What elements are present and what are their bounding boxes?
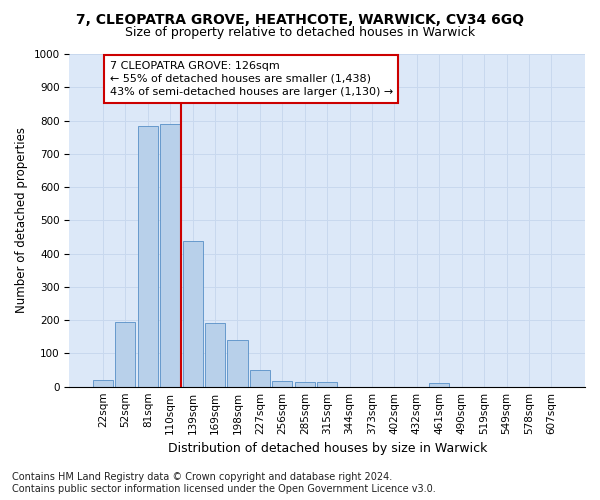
Bar xyxy=(227,340,248,386)
Bar xyxy=(429,384,449,386)
Bar xyxy=(272,382,292,386)
Bar xyxy=(250,370,270,386)
Bar xyxy=(115,322,136,386)
Bar xyxy=(93,380,113,386)
Bar xyxy=(295,382,315,386)
Text: 7, CLEOPATRA GROVE, HEATHCOTE, WARWICK, CV34 6GQ: 7, CLEOPATRA GROVE, HEATHCOTE, WARWICK, … xyxy=(76,12,524,26)
Text: 7 CLEOPATRA GROVE: 126sqm
← 55% of detached houses are smaller (1,438)
43% of se: 7 CLEOPATRA GROVE: 126sqm ← 55% of detac… xyxy=(110,60,393,97)
Text: Size of property relative to detached houses in Warwick: Size of property relative to detached ho… xyxy=(125,26,475,39)
X-axis label: Distribution of detached houses by size in Warwick: Distribution of detached houses by size … xyxy=(167,442,487,455)
Y-axis label: Number of detached properties: Number of detached properties xyxy=(15,128,28,314)
Text: Contains HM Land Registry data © Crown copyright and database right 2024.
Contai: Contains HM Land Registry data © Crown c… xyxy=(12,472,436,494)
Bar xyxy=(205,323,225,386)
Bar xyxy=(137,126,158,386)
Bar xyxy=(160,124,181,386)
Bar xyxy=(182,241,203,386)
Bar xyxy=(317,382,337,386)
